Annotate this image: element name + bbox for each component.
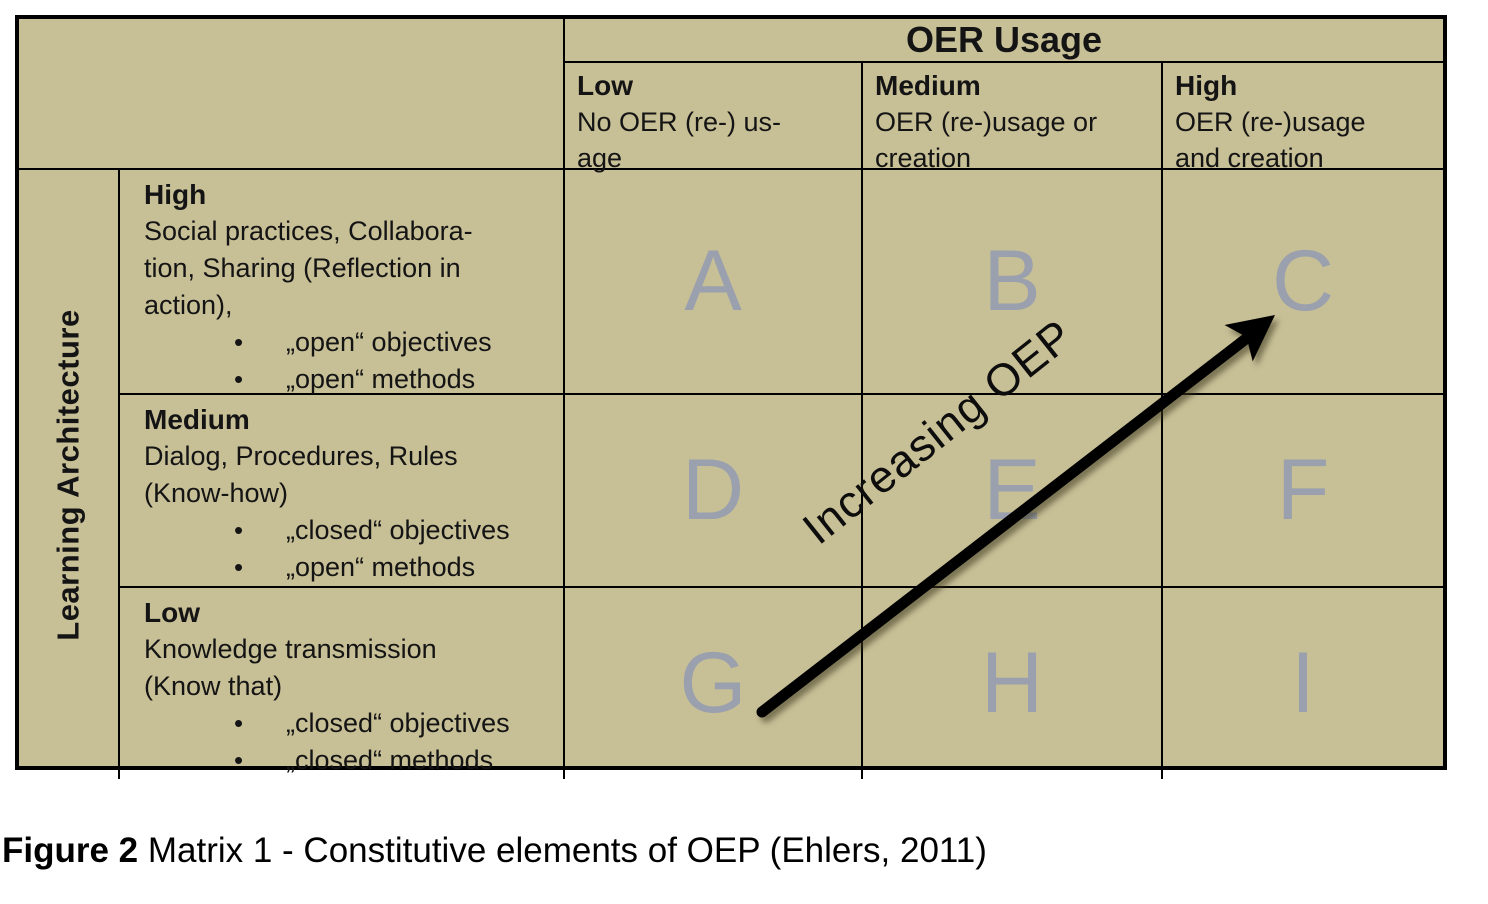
bullet-item: • „closed“ objectives [144,512,555,549]
column-header-medium: Medium OER (re-)usage or creation [863,63,1163,173]
bullet-icon: • [234,708,244,738]
learning-architecture-label: Learning Architecture [50,308,86,641]
row-level: High [144,179,207,210]
matrix-cell-D: D [565,395,863,588]
row-axis-title: Learning Architecture [19,170,120,779]
figure-caption: Figure 2 Matrix 1 - Constitutive element… [2,831,987,871]
matrix-cell-H: H [863,588,1163,779]
bullet-item: • „open“ methods [144,549,555,586]
row-header-low: Low Knowledge transmission (Know that) •… [120,588,565,779]
bullet-icon: • [234,745,244,775]
row-header-high: High Social practices, Collabora- tion, … [120,170,565,395]
row-level: Medium [144,404,250,435]
column-desc: OER (re-)usage and creation [1175,107,1366,173]
matrix-cell-G: G [565,588,863,779]
oep-matrix-table: OER Usage Low No OER (re-) us- age Mediu… [15,15,1447,779]
bullet-text: „closed“ methods [286,745,494,775]
row-desc: Social practices, Collabora- tion, Shari… [144,216,473,320]
column-header-high: High OER (re-)usage and creation [1163,63,1443,173]
matrix-cell-A: A [565,170,863,395]
column-level: High [1175,70,1238,101]
bullet-text: „open“ objectives [286,327,492,357]
figure-number: Figure 2 [2,831,139,870]
row-desc: Knowledge transmission (Know that) [144,634,437,701]
matrix-cell-I: I [1291,635,1315,731]
matrix-cell-F: F [1163,395,1443,588]
oer-usage-label: OER Usage [905,19,1103,60]
bullet-item: • „open“ objectives [144,324,555,361]
column-desc: No OER (re-) us- age [577,107,782,173]
row-desc: Dialog, Procedures, Rules (Know-how) [144,441,458,508]
column-level: Medium [875,70,981,101]
bullet-icon: • [234,515,244,545]
bullet-text: „open“ methods [286,364,476,394]
column-desc: OER (re-)usage or creation [875,107,1098,173]
bullet-text: „closed“ objectives [286,708,510,738]
bullet-text: „open“ methods [286,552,476,582]
bullet-item: • „closed“ objectives [144,705,555,742]
row-level: Low [144,597,200,628]
column-header-low: Low No OER (re-) us- age [565,63,863,173]
column-level: Low [577,70,633,101]
bullet-icon: • [234,327,244,357]
matrix-cell-C: C [1163,170,1443,395]
column-axis-title: OER Usage [565,19,1443,63]
figure-caption-text: Matrix 1 - Constitutive elements of OEP … [138,831,987,870]
corner-empty-cell [19,19,565,170]
bullet-item: • „open“ methods [144,361,555,398]
row-header-medium: Medium Dialog, Procedures, Rules (Know-h… [120,395,565,588]
bullet-item: • „closed“ methods [144,742,555,779]
bullet-text: „closed“ objectives [286,515,510,545]
bullet-icon: • [234,552,244,582]
bullet-icon: • [234,364,244,394]
